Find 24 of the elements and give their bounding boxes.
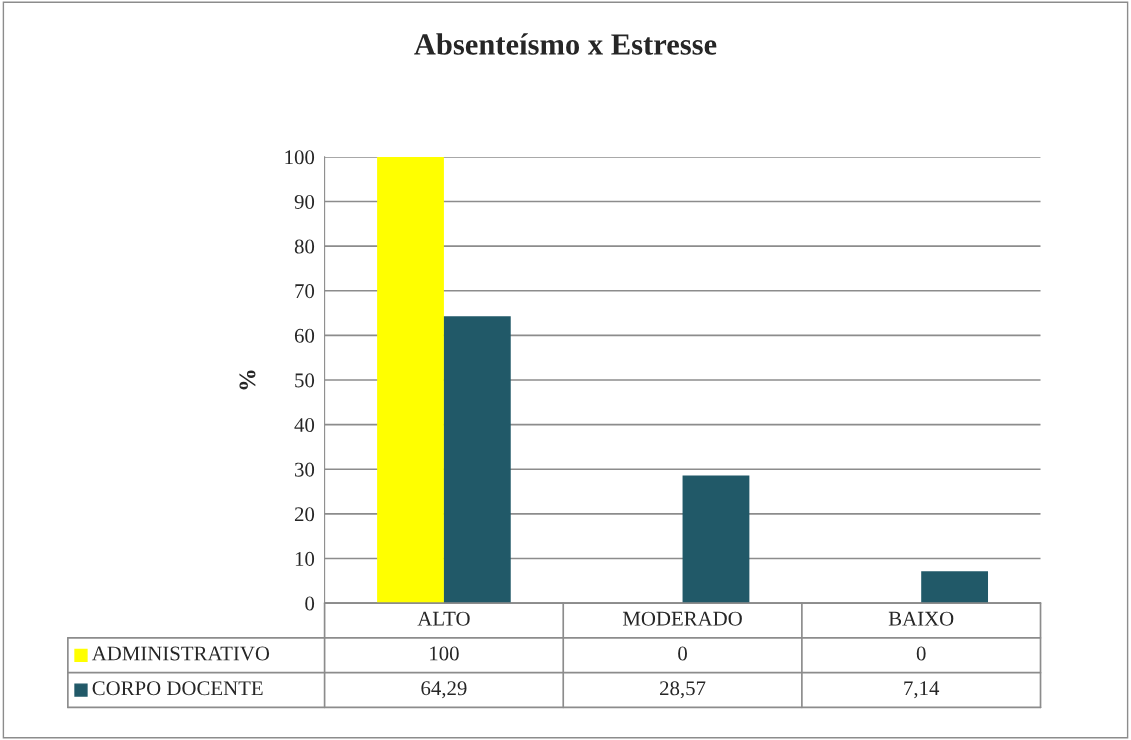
x-tick-label: BAIXO [888, 611, 954, 626]
y-tick-label: 70 [295, 284, 315, 299]
y-tick-label: 0 [305, 596, 315, 611]
legend-label: CORPO DOCENTE [92, 681, 263, 696]
y-tick-label: 10 [295, 551, 315, 566]
data-label: 100 [430, 646, 459, 661]
data-label: 0 [916, 646, 926, 661]
data-label: 0 [678, 646, 687, 661]
x-tick-label: ALTO [417, 611, 470, 626]
y-tick-label: 100 [285, 150, 315, 165]
x-tick-label: MODERADO [622, 611, 742, 626]
y-tick-label: 60 [294, 328, 315, 343]
y-tick-label: 30 [295, 462, 315, 477]
y-tick-label: 50 [295, 373, 315, 388]
y-tick-label: 20 [294, 507, 315, 522]
data-label: 28,57 [660, 681, 706, 699]
data-label: 7,14 [904, 681, 940, 699]
chart-title: Absenteísmo x Estresse [414, 33, 717, 55]
y-tick-label: 40 [294, 417, 315, 433]
y-tick-label: 80 [294, 239, 315, 254]
legend-label: ADMINISTRATIVO [91, 646, 270, 661]
y-tick-label: 90 [294, 194, 315, 209]
data-label: 64,29 [421, 681, 467, 699]
y-axis-title: % [239, 370, 256, 390]
